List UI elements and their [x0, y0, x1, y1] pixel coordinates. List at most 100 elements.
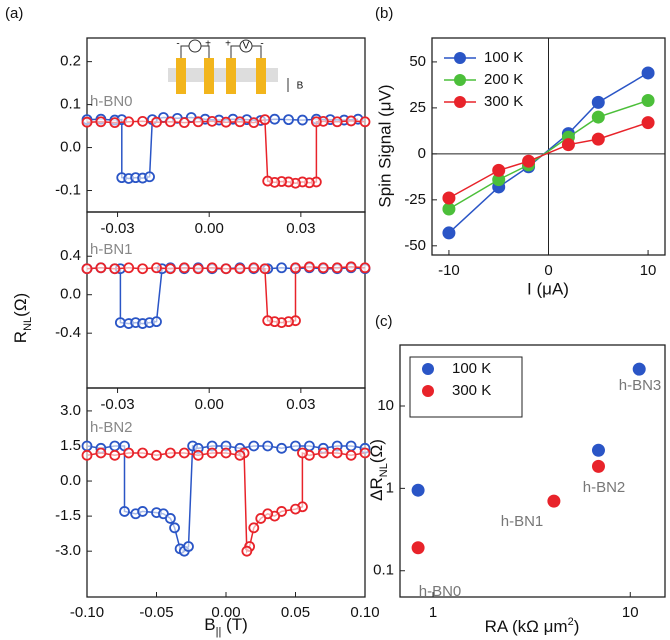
- legend-marker: [454, 96, 466, 108]
- inset-contact: [226, 58, 236, 94]
- axis-label-part: B: [204, 615, 215, 634]
- data-point: [591, 110, 605, 124]
- x-tick-label: -0.05: [139, 604, 173, 621]
- annotation: h-BN3: [619, 377, 662, 394]
- data-point: [109, 117, 121, 129]
- y-tick-label: 0.2: [60, 53, 81, 70]
- legend-marker: [454, 74, 466, 86]
- data-point: [310, 116, 322, 128]
- data-point: [169, 522, 180, 534]
- data-point: [109, 449, 121, 461]
- axis-label: RNL(Ω): [11, 293, 33, 343]
- y-tick-label: 0.0: [60, 472, 81, 489]
- data-point: [290, 440, 301, 452]
- data-point: [137, 447, 149, 459]
- data-point: [290, 503, 301, 515]
- data-point: [641, 66, 655, 80]
- y-tick-label: -3.0: [55, 542, 81, 559]
- data-point: [276, 262, 288, 274]
- series-line: [448, 121, 649, 199]
- data-point: [522, 154, 536, 168]
- data-point: [561, 138, 575, 152]
- axis-label-part: ΔR: [367, 477, 386, 501]
- y-tick-label: -1.5: [55, 507, 81, 524]
- data-point: [178, 447, 190, 459]
- data-point: [234, 449, 246, 461]
- data-point: [442, 191, 456, 205]
- y-tick-label: -0.4: [55, 324, 81, 341]
- data-point: [192, 263, 204, 275]
- data-point: [248, 262, 260, 274]
- inset-channel: [168, 68, 278, 82]
- data-point: [123, 116, 135, 128]
- data-point: [591, 132, 605, 146]
- series-line: [86, 451, 366, 554]
- y-tick-label: 25: [409, 99, 426, 116]
- x-tick-label: 0.05: [281, 604, 310, 621]
- data-point: [144, 171, 155, 183]
- data-point: [290, 262, 301, 274]
- annotation: h-BN0: [419, 583, 462, 600]
- legend-label: 300 K: [452, 382, 491, 399]
- y-tick-label: 1.5: [60, 437, 81, 454]
- data-point: [178, 262, 190, 274]
- inset-contact: [256, 58, 266, 94]
- data-point: [632, 362, 646, 376]
- data-point: [641, 116, 655, 130]
- y-tick-label: 1: [386, 479, 394, 496]
- axis-label-part: NL: [22, 317, 34, 331]
- data-point: [331, 262, 343, 274]
- axis-label-part: (T): [221, 615, 247, 634]
- data-point: [81, 116, 93, 128]
- inset-contact: [176, 58, 186, 94]
- data-point: [248, 117, 260, 129]
- data-point: [241, 545, 253, 557]
- data-point: [442, 202, 456, 216]
- axis-label-part: NL: [378, 463, 390, 477]
- data-point: [220, 263, 232, 275]
- y-tick-label: -50: [404, 237, 426, 254]
- inset-label: -: [176, 39, 179, 50]
- data-point: [248, 440, 260, 452]
- legend-label: 300 K: [484, 93, 523, 110]
- data-point: [81, 449, 93, 461]
- data-point: [259, 114, 271, 126]
- data-point: [137, 263, 149, 275]
- data-point: [95, 116, 107, 128]
- data-point: [283, 114, 294, 126]
- y-tick-label: 50: [409, 53, 426, 70]
- axis-label: I (μA): [527, 279, 569, 298]
- data-point: [220, 116, 232, 128]
- data-point: [591, 459, 605, 473]
- data-point: [109, 440, 121, 452]
- data-point: [164, 116, 176, 128]
- y-tick-label: 0: [418, 145, 426, 162]
- data-point: [248, 522, 260, 534]
- data-point: [411, 483, 425, 497]
- data-point: [262, 175, 274, 187]
- data-point: [206, 447, 218, 459]
- data-point: [345, 449, 357, 461]
- data-point: [345, 115, 357, 127]
- data-point: [151, 116, 162, 128]
- data-point: [123, 262, 135, 274]
- axis-label-part: RA (kΩ μm: [485, 617, 568, 636]
- data-point: [178, 117, 190, 129]
- y-tick-label: 0.0: [60, 286, 81, 303]
- data-point: [234, 116, 246, 128]
- x2-tick-label: 0.03: [286, 396, 315, 413]
- legend-marker: [422, 363, 434, 375]
- data-point: [119, 506, 130, 517]
- data-point: [262, 440, 274, 452]
- data-point: [164, 513, 176, 524]
- plot-frame: [86, 211, 366, 389]
- data-point: [492, 163, 506, 177]
- data-point: [109, 263, 121, 275]
- series-line: [448, 72, 649, 234]
- data-point: [547, 494, 561, 508]
- x2-tick-label: 0.03: [286, 220, 315, 237]
- y-tick-label: 10: [377, 397, 394, 414]
- data-point: [95, 447, 107, 459]
- data-point: [259, 263, 271, 275]
